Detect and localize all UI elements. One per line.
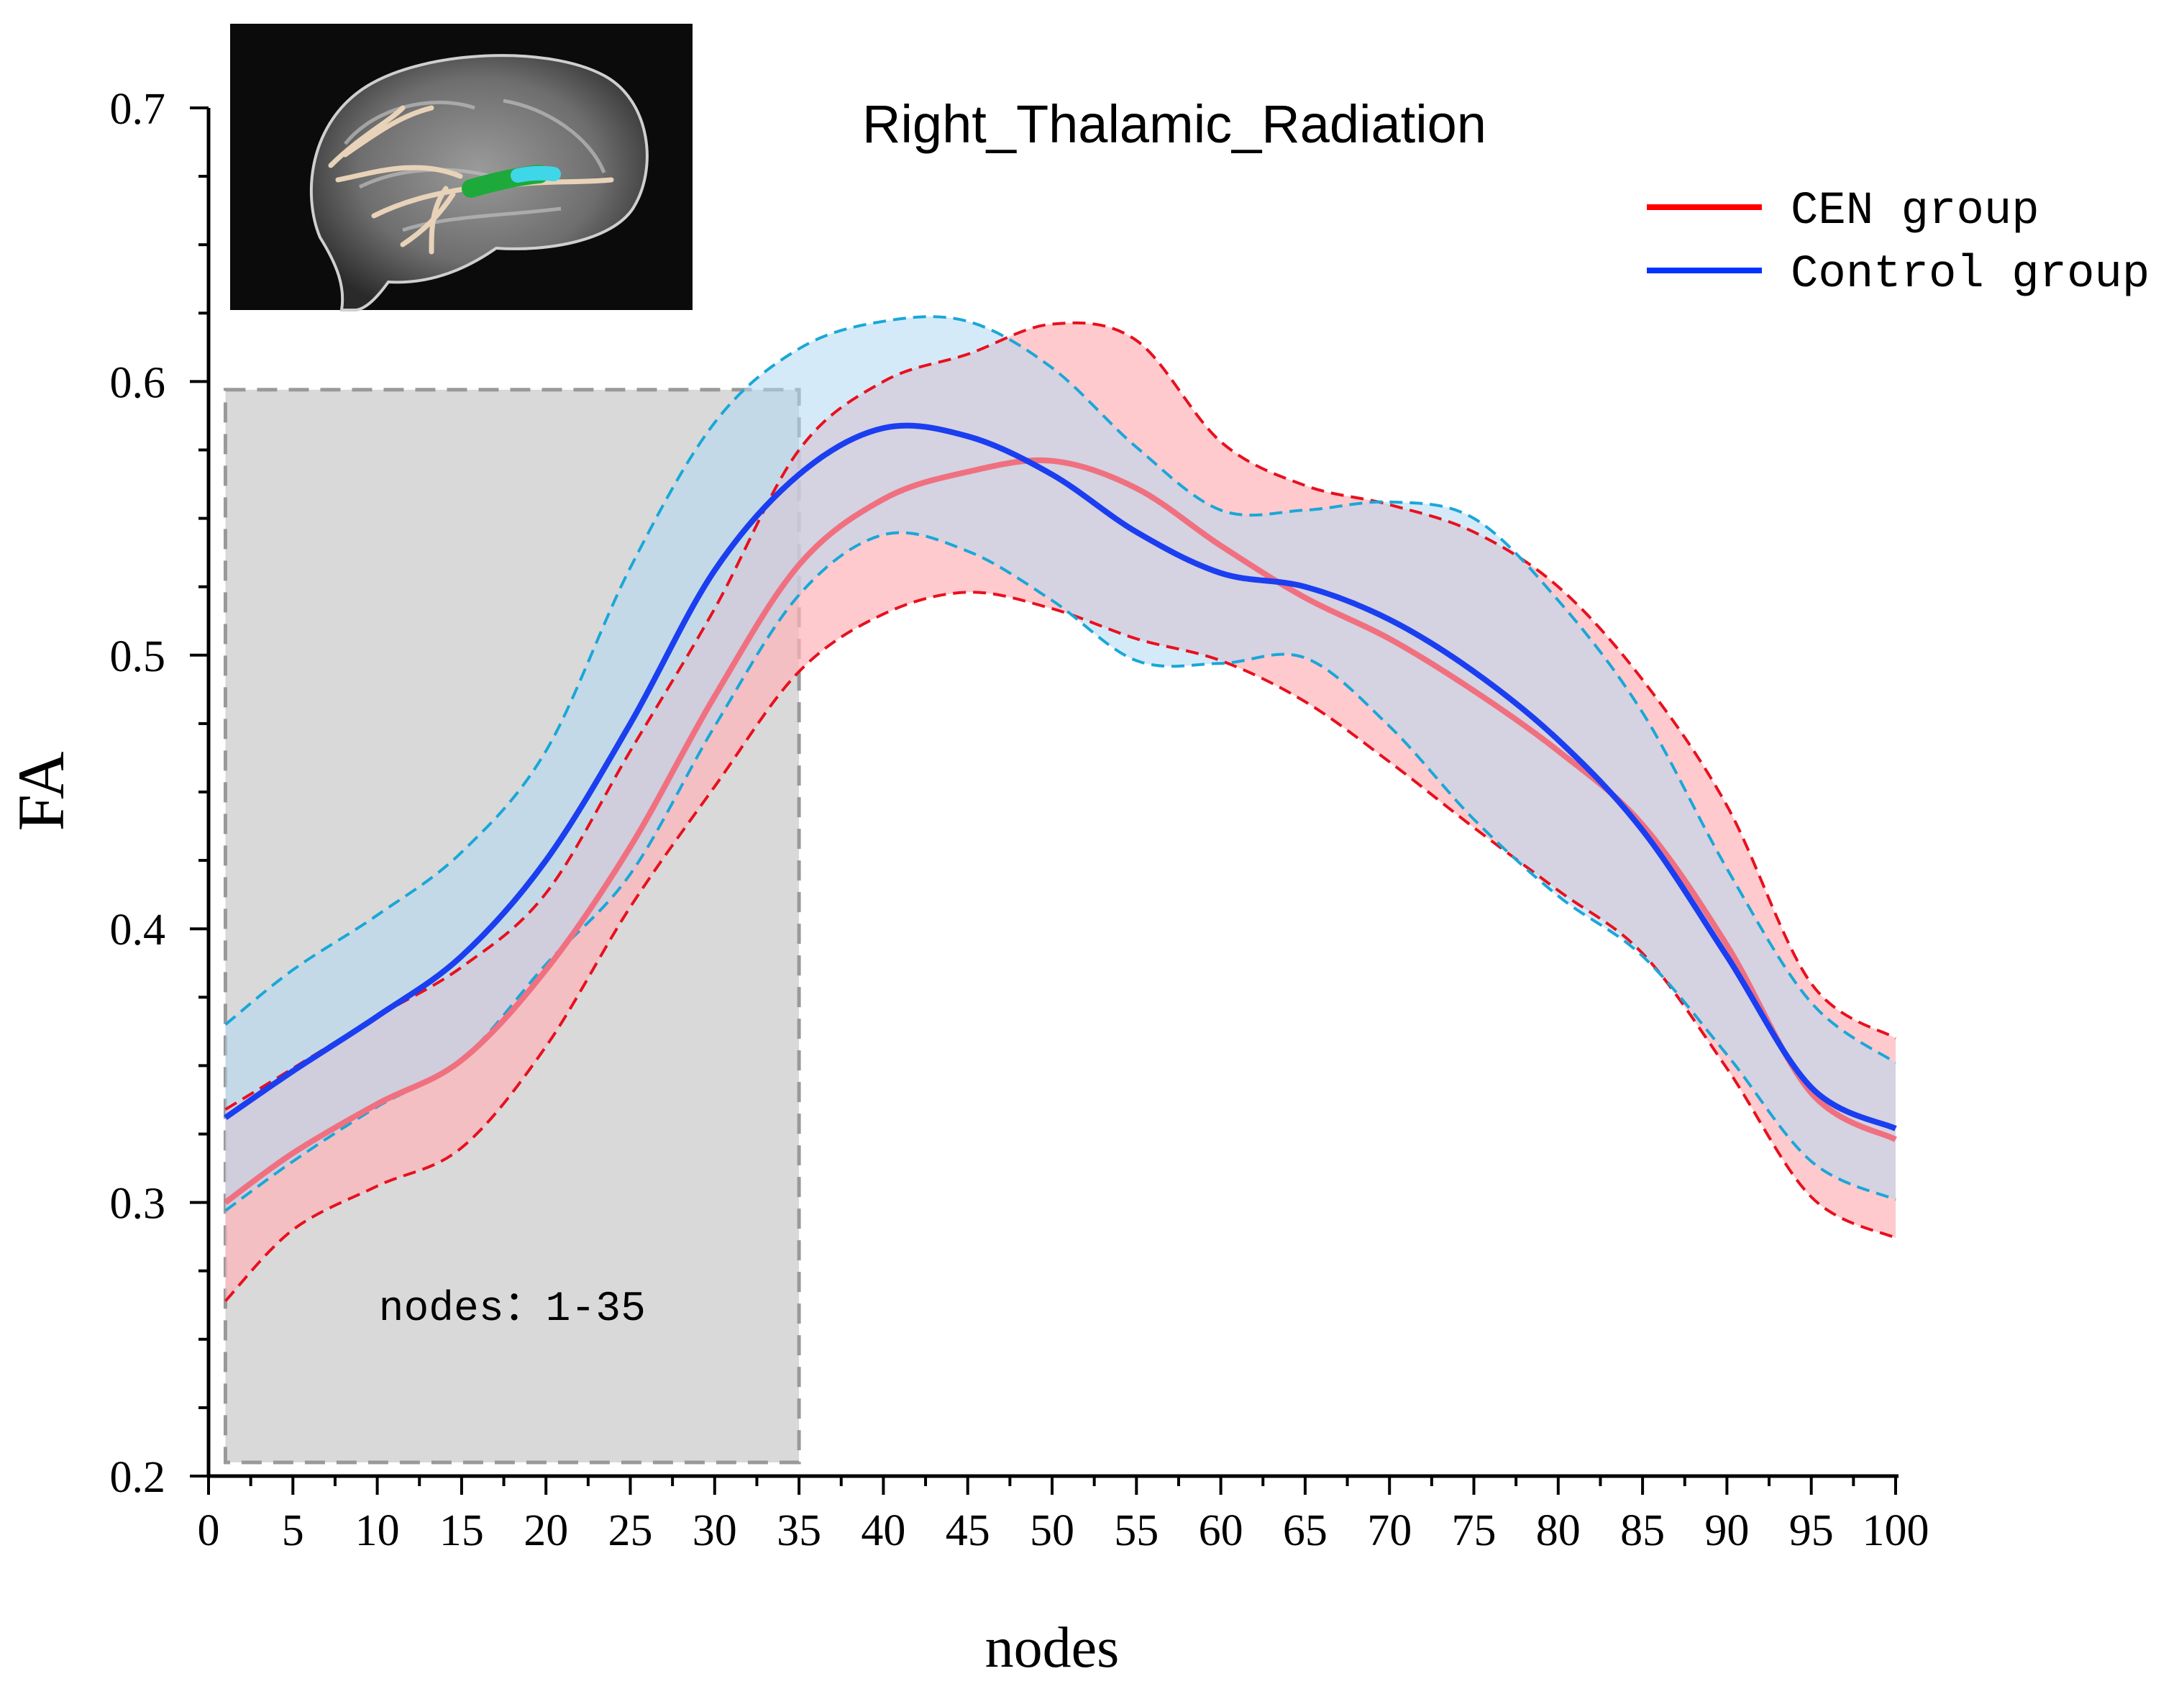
x-tick-label: 40 xyxy=(861,1506,905,1555)
confidence-bounds xyxy=(224,315,1897,1302)
x-tick-label: 100 xyxy=(1863,1506,1929,1555)
x-tick-label: 0 xyxy=(198,1506,220,1555)
x-tick-label: 15 xyxy=(439,1506,484,1555)
y-tick-label: 0.6 xyxy=(110,358,166,407)
y-axis-title: FA xyxy=(4,752,78,832)
mean-line-cen xyxy=(224,457,1897,1205)
brain-mri-inset xyxy=(230,24,693,311)
x-tick-label: 20 xyxy=(524,1506,568,1555)
upper-bound-control xyxy=(224,315,1897,1065)
x-tick-label: 85 xyxy=(1620,1506,1665,1555)
y-tick-label: 0.5 xyxy=(110,632,166,681)
x-tick-label: 45 xyxy=(946,1506,990,1555)
x-tick-label: 35 xyxy=(777,1506,821,1555)
x-tick-label: 75 xyxy=(1452,1506,1497,1555)
legend: CEN group Control group xyxy=(1647,186,2149,301)
mean-line-control xyxy=(224,422,1897,1132)
legend-label-cen: CEN group xyxy=(1791,186,2039,237)
x-tick-label: 95 xyxy=(1789,1506,1834,1555)
chart-title: Right_Thalamic_Radiation xyxy=(862,94,1486,154)
y-tick-label: 0.3 xyxy=(110,1180,166,1229)
x-tick-label: 60 xyxy=(1199,1506,1243,1555)
x-tick-label: 70 xyxy=(1367,1506,1412,1555)
axes: 0 5 10 15 20 25 30 35 40 45 50 55 60 65 70 75 80 85 90 95 10… xyxy=(110,85,1929,1555)
lower-bound-cen xyxy=(224,591,1896,1302)
x-tick-label: 25 xyxy=(608,1506,653,1555)
y-tick-label: 0.4 xyxy=(110,906,166,955)
x-tick-label: 5 xyxy=(282,1506,304,1555)
y-tick-label: 0.7 xyxy=(110,85,166,134)
legend-label-control: Control group xyxy=(1791,249,2149,301)
x-tick-label: 55 xyxy=(1114,1506,1159,1555)
x-tick-label: 10 xyxy=(355,1506,400,1555)
y-tick-label: 0.2 xyxy=(110,1453,166,1502)
x-tick-label: 30 xyxy=(693,1506,737,1555)
x-axis-title: nodes xyxy=(985,1616,1120,1680)
band-control xyxy=(225,317,1896,1211)
lower-bound-control xyxy=(224,531,1896,1212)
x-tick-label: 90 xyxy=(1704,1506,1749,1555)
upper-bound-cen xyxy=(224,321,1897,1111)
highlight-region-label: nodes：1-35 xyxy=(379,1286,646,1333)
x-tick-label: 50 xyxy=(1030,1506,1074,1555)
mean-lines xyxy=(224,422,1897,1205)
x-tick-label: 65 xyxy=(1283,1506,1328,1555)
confidence-bands xyxy=(225,317,1896,1301)
x-tick-label: 80 xyxy=(1536,1506,1581,1555)
